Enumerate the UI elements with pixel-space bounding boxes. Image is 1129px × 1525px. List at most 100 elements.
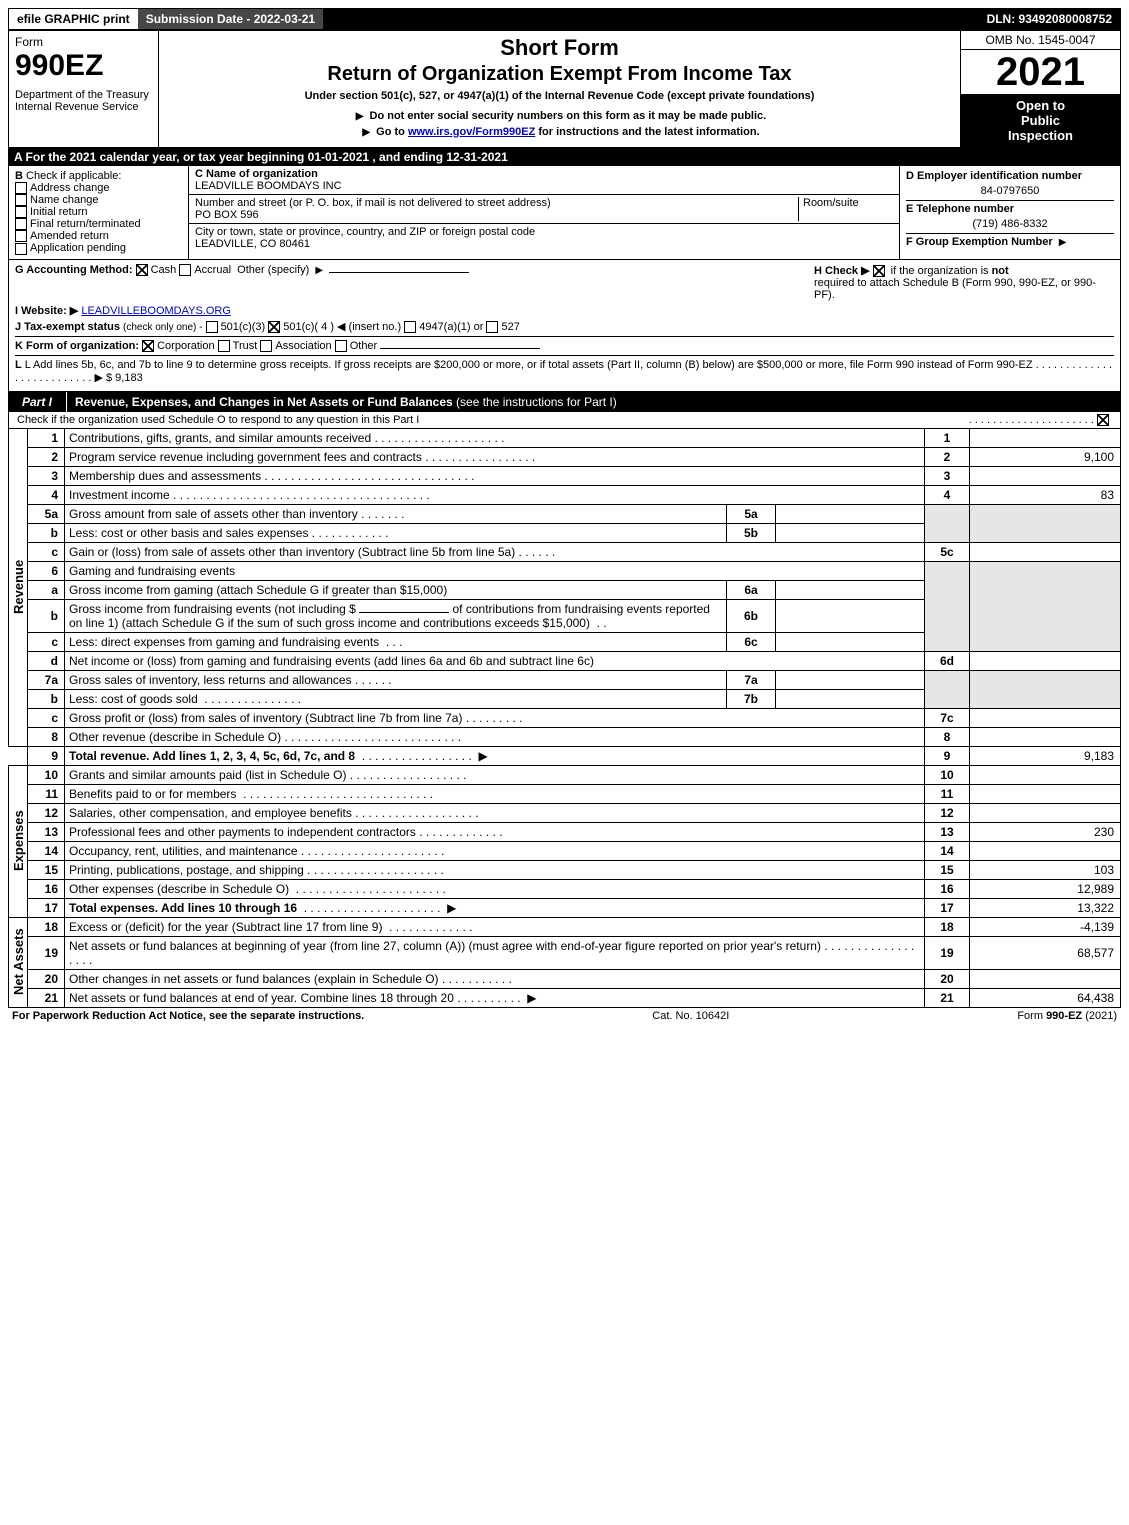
omb-number: OMB No. 1545-0047 [961, 31, 1120, 50]
efile-print-label[interactable]: efile GRAPHIC print [9, 9, 138, 29]
checkbox-assoc[interactable] [260, 340, 272, 352]
line-21-desc: Net assets or fund balances at end of ye… [65, 988, 925, 1007]
line-7b-sub: 7b [727, 689, 776, 708]
inspect-line1: Open to [963, 98, 1118, 113]
h-label: H Check ▶ [814, 265, 870, 277]
line-14-box: 14 [925, 841, 970, 860]
line-7c-box: 7c [925, 708, 970, 727]
line-16-desc: Other expenses (describe in Schedule O) … [65, 879, 925, 898]
6b-input[interactable] [359, 612, 449, 613]
checkbox-cash[interactable] [136, 264, 148, 276]
g-label: G Accounting Method: [15, 264, 133, 276]
street-cell: Number and street (or P. O. box, if mail… [189, 195, 899, 224]
opt-amended: Amended return [30, 230, 109, 242]
line-14-num: 14 [28, 841, 65, 860]
line-7b-desc: Less: cost of goods sold . . . . . . . .… [65, 689, 727, 708]
g-cash: Cash [151, 264, 177, 276]
line-18-desc: Excess or (deficit) for the year (Subtra… [65, 917, 925, 936]
line-14-val [970, 841, 1121, 860]
checkbox-h[interactable] [873, 265, 885, 277]
tax-year: 2021 [961, 50, 1120, 94]
line-20-desc: Other changes in net assets or fund bala… [65, 969, 925, 988]
section-ghijkl: G Accounting Method: Cash Accrual Other … [8, 260, 1121, 392]
line-9-box: 9 [925, 746, 970, 765]
line-21-val: 64,438 [970, 988, 1121, 1007]
line-6c-subval [776, 632, 925, 651]
line-7a-sub: 7a [727, 670, 776, 689]
street-label: Number and street (or P. O. box, if mail… [195, 197, 551, 209]
name-label: C Name of organization [195, 168, 318, 180]
line-6a-sub: 6a [727, 580, 776, 599]
checkbox-pending[interactable] [15, 243, 27, 255]
line-17-box: 17 [925, 898, 970, 917]
line-6b-num: b [28, 599, 65, 632]
j-527: 527 [501, 321, 519, 333]
line-1-val [970, 428, 1121, 447]
website-link[interactable]: LEADVILLEBOOMDAYS.ORG [81, 305, 231, 317]
checkbox-other[interactable] [335, 340, 347, 352]
part1-check-line: Check if the organization used Schedule … [8, 412, 1121, 428]
k-corp: Corporation [157, 340, 214, 352]
phone-value: (719) 486-8332 [906, 218, 1114, 230]
line-7a-subval [776, 670, 925, 689]
page-footer: For Paperwork Reduction Act Notice, see … [8, 1008, 1121, 1024]
checkbox-amended[interactable] [15, 230, 27, 242]
checkbox-name-change[interactable] [15, 194, 27, 206]
k-label: K Form of organization: [15, 340, 139, 352]
line-3-desc: Membership dues and assessments . . . . … [65, 466, 925, 485]
arrow-icon [312, 264, 326, 276]
line-17-num: 17 [28, 898, 65, 917]
main-title: Return of Organization Exempt From Incom… [169, 63, 950, 86]
form-header: Form 990EZ Department of the Treasury In… [8, 30, 1121, 148]
line-17-val: 13,322 [970, 898, 1121, 917]
checkbox-corp[interactable] [142, 340, 154, 352]
line-9-desc: Total revenue. Add lines 1, 2, 3, 4, 5c,… [65, 746, 925, 765]
irs-link[interactable]: www.irs.gov/Form990EZ [408, 126, 535, 138]
line-11-val [970, 784, 1121, 803]
line-8-box: 8 [925, 727, 970, 746]
line-20-val [970, 969, 1121, 988]
h-posttext: required to attach Schedule B (Form 990,… [814, 277, 1096, 301]
k-trust: Trust [233, 340, 258, 352]
checkbox-initial[interactable] [15, 206, 27, 218]
line-7c-val [970, 708, 1121, 727]
checkbox-accrual[interactable] [179, 264, 191, 276]
section-bcd: B Check if applicable: Address change Na… [8, 166, 1121, 260]
line-6c-desc: Less: direct expenses from gaming and fu… [65, 632, 727, 651]
line-4-box: 4 [925, 485, 970, 504]
i-label: I Website: ▶ [15, 305, 78, 317]
checkbox-501c3[interactable] [206, 321, 218, 333]
footer-catno: Cat. No. 10642I [652, 1010, 729, 1022]
line-6b-sub: 6b [727, 599, 776, 632]
l-amount: 9,183 [115, 372, 143, 384]
org-name-cell: C Name of organization LEADVILLE BOOMDAY… [189, 166, 899, 195]
checkbox-trust[interactable] [218, 340, 230, 352]
checkbox-4947[interactable] [404, 321, 416, 333]
header-right: OMB No. 1545-0047 2021 Open to Public In… [960, 31, 1120, 147]
line-6b-subval [776, 599, 925, 632]
shaded-6v [970, 561, 1121, 651]
opt-initial: Initial return [30, 206, 87, 218]
line-19-val: 68,577 [970, 936, 1121, 969]
k-other-input[interactable] [380, 348, 540, 349]
part1-check-text: Check if the organization used Schedule … [17, 414, 419, 426]
line-7b-num: b [28, 689, 65, 708]
ein-value: 84-0797650 [906, 185, 1114, 197]
checkbox-527[interactable] [486, 321, 498, 333]
line-12-box: 12 [925, 803, 970, 822]
dept-treasury: Department of the Treasury [15, 89, 152, 101]
checkbox-schedule-o[interactable] [1097, 414, 1109, 426]
checkbox-address-change[interactable] [15, 182, 27, 194]
j-501c3: 501(c)(3) [221, 321, 266, 333]
checkbox-501c[interactable] [268, 321, 280, 333]
line-15-val: 103 [970, 860, 1121, 879]
line-5b-subval [776, 523, 925, 542]
opt-address: Address change [30, 182, 110, 194]
row-gh: G Accounting Method: Cash Accrual Other … [15, 264, 1114, 301]
line-5c-desc: Gain or (loss) from sale of assets other… [65, 542, 925, 561]
g-other-input[interactable] [329, 272, 469, 273]
checkbox-final[interactable] [15, 218, 27, 230]
k-assoc: Association [275, 340, 331, 352]
line-16-box: 16 [925, 879, 970, 898]
line-1-desc: Contributions, gifts, grants, and simila… [65, 428, 925, 447]
